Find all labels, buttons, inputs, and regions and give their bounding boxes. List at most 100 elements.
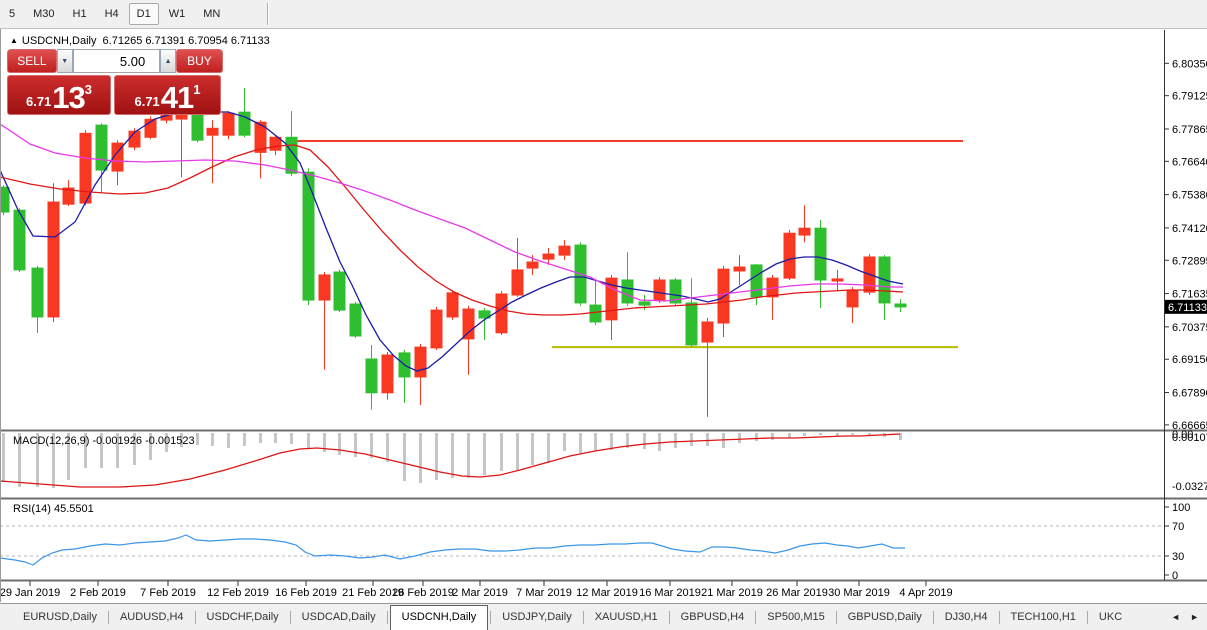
tab-separator — [289, 610, 291, 624]
rsi-axis-label: 70 — [1172, 521, 1184, 533]
candle — [589, 279, 602, 325]
chart-tab-sp500-m15[interactable]: SP500,M15 — [767, 611, 825, 623]
date-axis-label: 30 Mar 2019 — [828, 587, 890, 599]
one-click-trading-panel: SELL ▼ 5.00 ▲ BUY 6.71 13 3 6.71 41 1 — [7, 49, 223, 115]
macd-histogram-bar — [531, 433, 534, 465]
macd-histogram-bar — [2, 433, 5, 482]
buy-price-box[interactable]: 6.71 41 1 — [114, 75, 221, 115]
candle — [894, 298, 907, 312]
price-axis-label: 6.76640 — [1172, 156, 1207, 168]
macd-histogram-bar — [755, 433, 758, 441]
tab-separator — [998, 610, 1000, 624]
candle — [79, 130, 92, 206]
candle-body — [333, 271, 346, 311]
candle-body — [638, 301, 651, 306]
volume-increase-button[interactable]: ▲ — [160, 49, 176, 73]
candle — [269, 136, 282, 156]
tab-scroll-left-icon[interactable]: ◄ — [1171, 612, 1181, 622]
date-axis-label: 26 Mar 2019 — [766, 587, 828, 599]
candle-body — [285, 136, 298, 174]
candle — [381, 351, 394, 400]
sell-button[interactable]: SELL — [7, 49, 57, 73]
candle-body — [446, 292, 459, 318]
price-axis-label: 6.74120 — [1172, 223, 1207, 235]
chart-tab-audusd-h4[interactable]: AUDUSD,H4 — [119, 611, 184, 623]
chart-tab-ukc[interactable]: UKC — [1098, 611, 1123, 623]
date-axis-label: 12 Mar 2019 — [576, 587, 638, 599]
chart-tab-usdjpy-daily[interactable]: USDJPY,Daily — [502, 611, 572, 623]
sell-price-box[interactable]: 6.71 13 3 — [7, 75, 111, 115]
date-axis[interactable]: 29 Jan 2019 2 Feb 2019 7 Feb 2019 12 Feb 20… — [0, 581, 953, 599]
toolbar-separator — [267, 3, 270, 25]
chart-tab-gbpusd-h4[interactable]: GBPUSD,H4 — [680, 611, 745, 623]
volume-input[interactable]: 5.00 — [72, 49, 161, 73]
tab-separator — [194, 610, 196, 624]
candle-body — [79, 132, 92, 204]
timeframe-button-d1[interactable]: D1 — [128, 3, 159, 25]
price-axis-label: 6.71635 — [1172, 289, 1207, 301]
tab-scroll-right-icon[interactable]: ► — [1190, 612, 1199, 622]
timeframe-button-m30[interactable]: M30 — [33, 8, 55, 20]
candle-body — [605, 277, 618, 321]
date-axis-label: 2 Mar 2019 — [452, 587, 508, 599]
timeframe-button-mn[interactable]: MN — [203, 8, 221, 20]
candle-body — [318, 274, 331, 301]
date-axis-label: 29 Jan 2019 — [0, 587, 60, 599]
chart-tab-eurusd-daily[interactable]: EURUSD,Daily — [23, 611, 97, 623]
candle — [0, 185, 10, 216]
timeframe-button-h4[interactable]: H4 — [104, 8, 119, 20]
timeframe-button-h1[interactable]: H1 — [72, 8, 87, 20]
candle — [414, 343, 427, 405]
candle-body — [495, 293, 508, 334]
tab-separator — [932, 610, 934, 624]
candle — [349, 301, 362, 338]
tab-separator — [490, 610, 492, 624]
candle-body — [62, 187, 75, 205]
tab-scroll-buttons: ◄ ► — [1171, 612, 1199, 622]
candle-body — [814, 227, 827, 281]
price-axis[interactable]: 6.80350 6.79125 6.77865 6.76640 6.75380 6.741… — [1164, 30, 1207, 582]
chart-tab-usdchf-daily[interactable]: USDCHF,Daily — [206, 611, 279, 623]
macd-histogram-bar — [610, 433, 613, 450]
rsi-axis-label: 30 — [1172, 551, 1184, 563]
candle-body — [381, 354, 394, 394]
chart-tab-usdcad-daily[interactable]: USDCAD,Daily — [301, 611, 376, 623]
candle — [814, 219, 827, 308]
ma-blue — [0, 111, 904, 372]
ma-red — [0, 144, 904, 316]
candle-body — [254, 121, 267, 153]
tab-separator — [668, 610, 670, 624]
macd-histogram-bar — [788, 433, 791, 438]
macd-histogram-bar — [803, 433, 806, 436]
price-axis-label: 6.79125 — [1172, 91, 1207, 103]
candle — [733, 255, 746, 285]
macd-histogram-bar — [658, 433, 661, 451]
candle — [605, 274, 618, 340]
candle-body — [414, 346, 427, 378]
current-price-label: 6.71133 — [1168, 302, 1207, 314]
timeframe-button-w1[interactable]: W1 — [168, 8, 186, 20]
panel-collapse-icon[interactable]: ▲ — [10, 36, 18, 45]
chart-tab-tech100-h1[interactable]: TECH100,H1 — [1010, 611, 1076, 623]
candle-body — [542, 253, 555, 260]
candle — [365, 344, 378, 410]
date-axis-label: 16 Mar 2019 — [639, 587, 701, 599]
sell-price-prefix: 6.71 — [25, 94, 52, 109]
chart-tab-dj30-h4[interactable]: DJ30,H4 — [944, 611, 988, 623]
buy-button[interactable]: BUY — [175, 49, 223, 73]
chart-tab-gbpusd-daily[interactable]: GBPUSD,Daily — [847, 611, 922, 623]
macd-histogram-bar — [227, 433, 230, 448]
chart-tab-usdcnh-daily[interactable]: USDCNH,Daily — [389, 604, 489, 630]
candle — [558, 240, 571, 261]
volume-decrease-button[interactable]: ▼ — [56, 49, 73, 73]
candle — [685, 278, 698, 347]
chart-tab-xauusd-h1[interactable]: XAUUSD,H1 — [594, 611, 658, 623]
buy-price-point: 1 — [193, 82, 201, 97]
candle — [511, 237, 524, 297]
date-axis-label: 7 Feb 2019 — [140, 587, 196, 599]
timeframe-button-5[interactable]: 5 — [9, 8, 16, 20]
macd-histogram-bar — [290, 433, 293, 444]
candle-body — [798, 227, 811, 236]
candle-body — [222, 112, 235, 136]
candle-series — [0, 88, 907, 417]
